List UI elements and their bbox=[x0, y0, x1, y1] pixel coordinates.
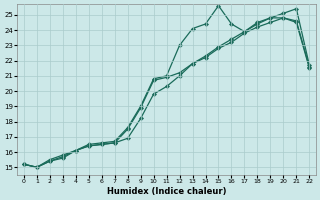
X-axis label: Humidex (Indice chaleur): Humidex (Indice chaleur) bbox=[107, 187, 226, 196]
